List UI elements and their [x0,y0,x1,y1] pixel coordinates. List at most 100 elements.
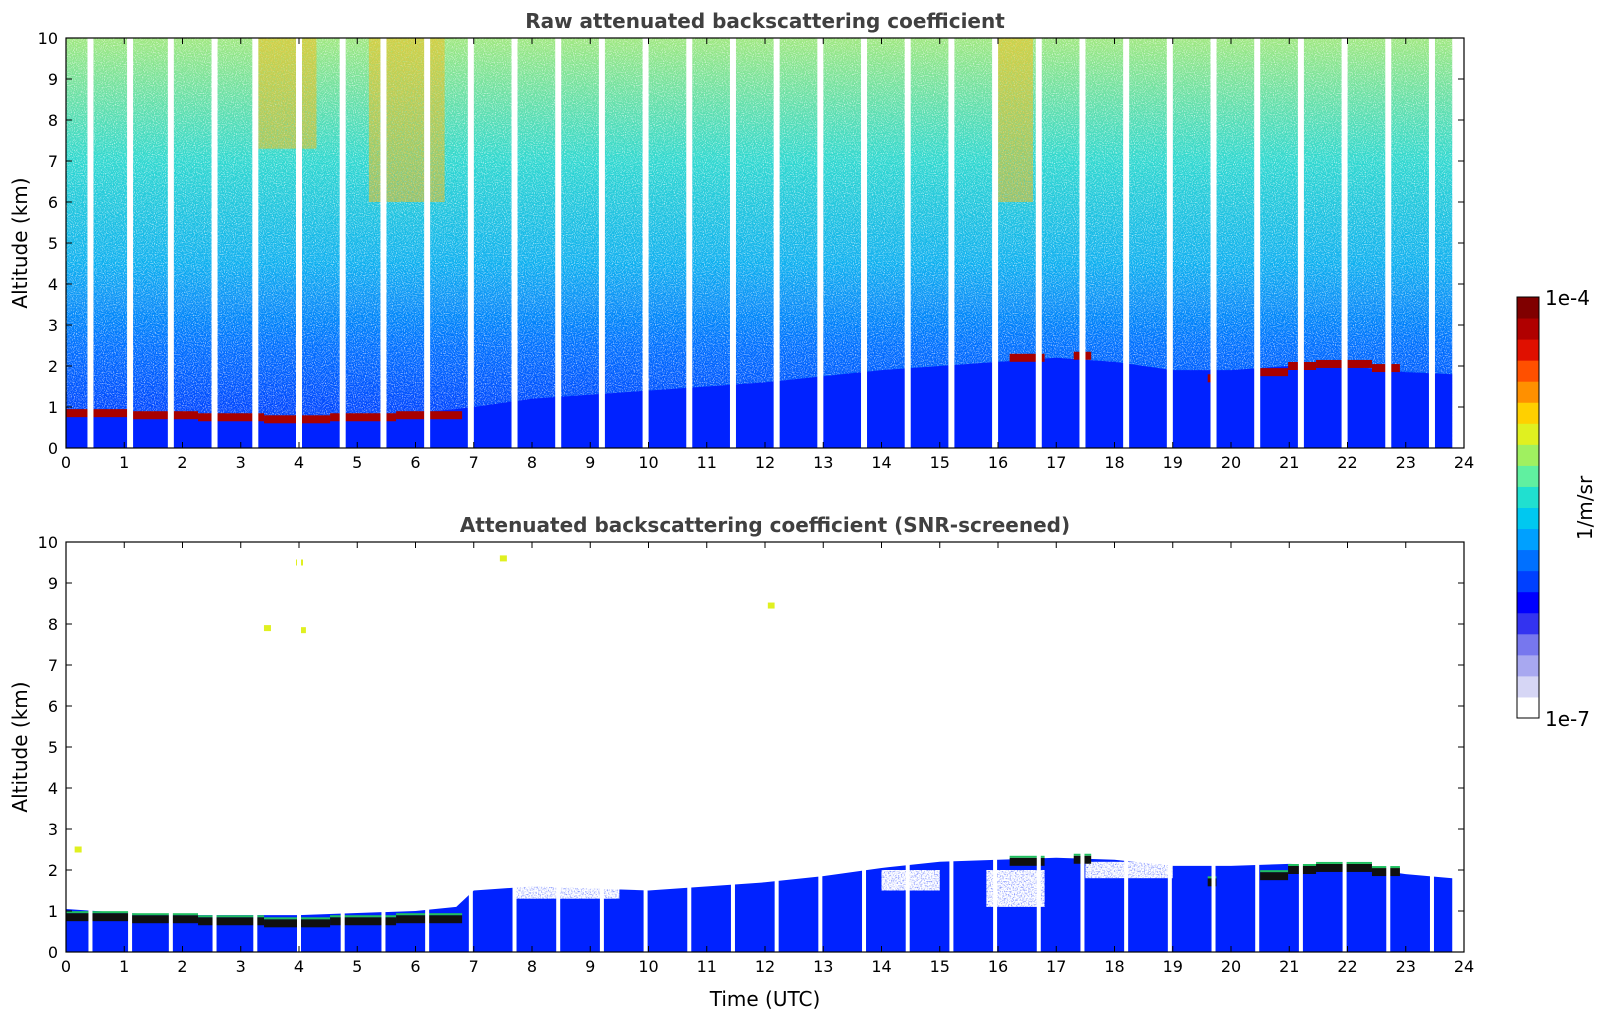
x-tick-label: 21 [1279,957,1299,976]
cloud-edge [66,911,133,914]
data-gap [1079,38,1086,448]
data-gap [1124,542,1129,952]
colorbar-band [1517,423,1539,445]
data-gap [686,38,693,448]
y-tick-label: 3 [48,820,58,839]
data-gap [817,38,824,448]
isolated-echo [74,846,82,853]
colorbar-frame [1516,296,1540,719]
data-gap [168,542,173,952]
data-gap [1385,38,1392,448]
data-gap [774,542,779,952]
colorbar-band [1517,402,1539,424]
data-gap [212,542,217,952]
data-gap [555,38,562,448]
data-gap [127,38,134,448]
screened-backscatter-panel: Attenuated backscattering coefficient (S… [8,513,1474,1011]
y-tick-label: 5 [48,234,58,253]
high-signal-region [368,38,445,202]
raw-backscatter-panel: Raw attenuated backscattering coefficien… [8,9,1474,472]
x-tick-label: 23 [1396,453,1416,472]
y-tick-label: 3 [48,316,58,335]
y-tick-label: 10 [38,533,58,552]
x-tick-label: 8 [527,453,537,472]
data-gap [297,542,301,952]
data-gap [556,542,561,952]
cloud-edge [1316,861,1345,864]
x-tick-label: 2 [177,957,187,976]
colorbar-band [1517,444,1539,466]
raw-heatmap-area [66,38,1464,448]
colorbar-band [1517,486,1539,508]
data-gap [167,38,174,448]
cloud-layer-segment [1344,359,1372,368]
data-gap [1341,38,1348,448]
y-tick-label: 9 [48,70,58,89]
x-tick-label: 19 [1163,453,1183,472]
x-tick-label: 12 [755,453,775,472]
data-gap [643,542,648,952]
cloud-layer-segment [66,409,133,418]
raw-y-axis: 0 1 2 3 4 5 6 7 8 9 10 [38,29,1464,458]
data-gap [1211,542,1216,952]
data-gap [88,542,93,952]
data-gap [1036,542,1041,952]
colorbar: 1e-4 1e-7 1/m/sr [1516,286,1597,731]
colorbar-band [1517,297,1539,319]
data-gap [339,38,346,448]
raw-y-axis-label: Altitude (km) [8,177,32,308]
colorbar-band [1517,381,1539,403]
data-gap [1298,542,1303,952]
data-gap [949,542,954,952]
clear-pocket [514,882,620,899]
data-gap [730,542,735,952]
x-tick-label: 19 [1163,957,1183,976]
data-gap [296,38,302,448]
colorbar-band [1517,339,1539,361]
data-gap [511,38,518,448]
cloud-layer-segment [1316,863,1345,872]
data-gap [252,38,259,448]
x-tick-label: 10 [638,957,658,976]
cloud-layer-segment [66,913,133,922]
colorbar-band [1517,549,1539,572]
x-tick-label: 20 [1221,957,1241,976]
x-tick-label: 1 [119,453,129,472]
x-tick-label: 7 [469,453,479,472]
data-gap [993,542,998,952]
x-tick-label: 18 [1104,957,1124,976]
x-tick-label: 16 [988,453,1008,472]
data-gap [1210,38,1217,448]
colorbar-max-label: 1e-4 [1545,286,1590,310]
x-tick-label: 5 [352,453,362,472]
data-gap [512,542,517,952]
data-gap [1255,542,1260,952]
y-tick-label: 10 [38,29,58,48]
cloud-layer-segment [1316,359,1345,368]
data-gap [1080,542,1085,952]
cloud-layer-segment [330,917,397,926]
cloud-layer-segment [1371,868,1400,877]
x-tick-label: 14 [871,957,891,976]
colorbar-band [1517,591,1539,614]
data-gap [425,542,430,952]
data-gap [424,38,431,448]
cloud-edge [1371,866,1400,869]
x-tick-label: 11 [697,957,717,976]
y-tick-label: 6 [48,697,58,716]
colorbar-band [1517,507,1539,530]
screened-y-axis-label: Altitude (km) [8,681,32,812]
x-tick-label: 0 [61,453,71,472]
data-gap [467,38,474,448]
data-gap [128,542,133,952]
x-tick-label: 10 [638,453,658,472]
isolated-echo [767,602,775,609]
clear-pocket [881,870,940,891]
cloud-layer-segment [1344,863,1372,872]
data-gap [1342,542,1347,952]
screened-isolated-echoes [74,555,775,853]
x-tick-label: 18 [1104,453,1124,472]
clear-pocket [1085,861,1173,879]
data-gap [1166,38,1173,448]
data-gap [1123,38,1130,448]
